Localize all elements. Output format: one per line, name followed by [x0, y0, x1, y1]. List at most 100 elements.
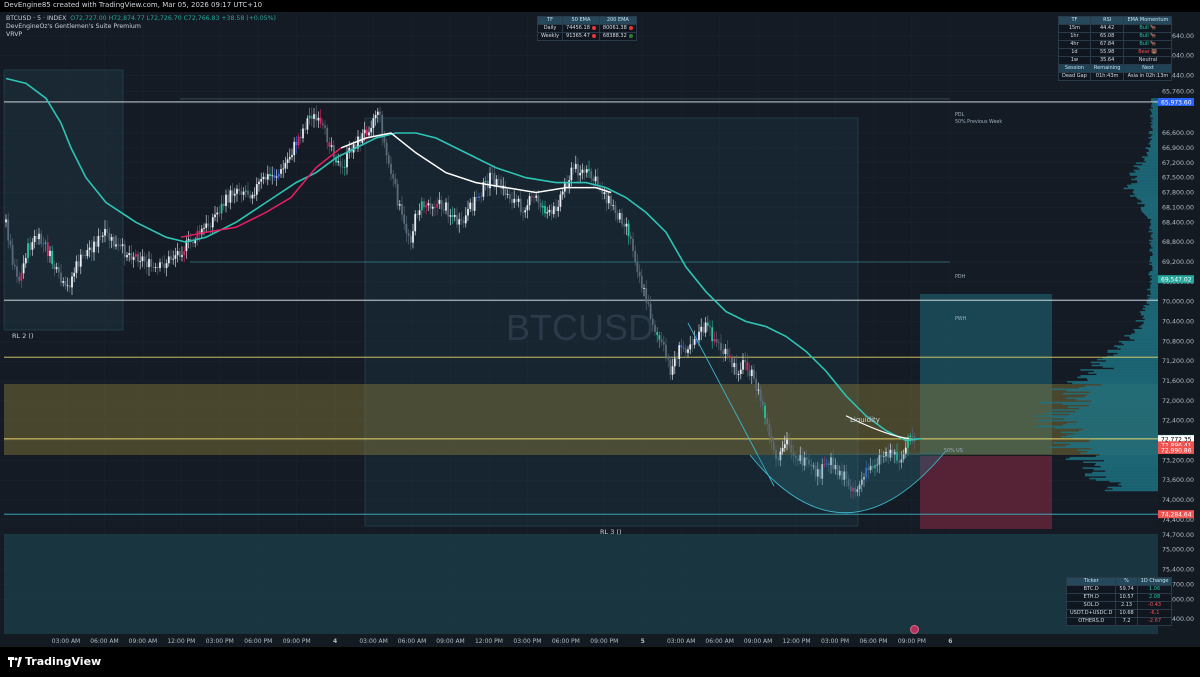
candle-body — [900, 459, 903, 463]
candle-body — [687, 349, 689, 353]
candle-body — [821, 464, 824, 479]
candle-body — [280, 169, 282, 174]
candle-body — [863, 477, 865, 480]
candle-body — [592, 178, 595, 182]
candle-body — [693, 339, 696, 345]
profile-bar — [1052, 388, 1158, 391]
candle-body — [698, 331, 700, 341]
candle-body — [297, 136, 300, 146]
candle-body — [264, 176, 267, 180]
profile-bar — [1137, 202, 1158, 205]
profile-bar — [1139, 168, 1158, 170]
profile-bar — [1149, 276, 1158, 279]
profile-bar — [1148, 272, 1158, 275]
profile-bar — [1147, 154, 1158, 157]
profile-bar — [1066, 397, 1158, 400]
candle-body — [346, 152, 348, 168]
candle-body — [27, 243, 29, 259]
candle-body — [898, 460, 901, 463]
profile-bar — [1152, 264, 1158, 267]
candle-body — [458, 219, 461, 225]
time-tick-label: 06:00 AM — [90, 638, 118, 645]
candle-body — [370, 127, 373, 133]
dom-row: OTHERS.D 7.2 -2.67 — [1065, 617, 1173, 626]
candle-body — [682, 347, 685, 349]
candle-body — [427, 203, 430, 206]
profile-bar — [1152, 238, 1158, 240]
vwap-tail-curve — [845, 415, 910, 440]
candle-body — [255, 184, 258, 195]
price-tick-label: 75,700.00 — [1162, 581, 1194, 588]
candle-body — [803, 457, 806, 466]
profile-bar — [1121, 485, 1158, 487]
profile-bar — [1148, 132, 1158, 135]
header-bar: DevEngine85 created with TradingView.com… — [0, 0, 1200, 12]
candle-body — [284, 162, 287, 169]
time-tick-label: 06:00 PM — [552, 638, 580, 645]
candle-body — [836, 464, 839, 476]
profile-bar — [1151, 104, 1158, 106]
symbol-label[interactable]: BTCUSD · 5 · INDEX — [6, 15, 67, 22]
candle-body — [326, 127, 329, 143]
candle-body — [170, 256, 172, 260]
candle-body — [187, 239, 190, 241]
candle-body — [414, 213, 417, 232]
candle-body — [97, 236, 100, 247]
candle-body — [33, 235, 36, 243]
candle-body — [623, 224, 626, 227]
rsi-header: EMA Momentum — [1123, 16, 1173, 25]
candle-body — [882, 456, 885, 458]
candle-body — [841, 470, 843, 480]
candle-body — [392, 173, 395, 179]
time-axis[interactable]: 03:00 AM 06:00 AM 09:00 AM 12:00 PM 03:00 PM… — [0, 634, 1200, 647]
candle-body — [643, 288, 645, 289]
candle-body — [478, 196, 480, 198]
ema200-cell: 68388.32 — [598, 32, 637, 41]
time-tick-label: 03:00 PM — [513, 638, 541, 645]
price-axis[interactable]: 64,640.0065,040.0065,440.0065,760.0066,0… — [1158, 12, 1200, 647]
candle-body — [420, 201, 423, 211]
candle-body — [588, 169, 590, 171]
price-chart[interactable]: BTCUSD RL 2 () RL 3 () Liquidity PDL 50%… — [0, 12, 1200, 647]
profile-bar — [1132, 192, 1158, 194]
candle-body — [286, 159, 289, 163]
candles — [5, 105, 916, 500]
candle-body — [471, 202, 474, 211]
candle-body — [704, 322, 707, 333]
profile-bar — [1142, 156, 1158, 158]
profile-bar — [1048, 446, 1158, 449]
profile-bar — [1145, 309, 1158, 312]
candle-body — [891, 449, 894, 455]
profile-bar — [1149, 257, 1158, 260]
profile-bar — [1070, 413, 1158, 416]
profile-bar — [1143, 323, 1158, 325]
candle-body — [880, 455, 883, 457]
time-tick-label: 06:00 AM — [705, 638, 733, 645]
candle-body — [577, 163, 579, 176]
ema-header: TF — [536, 16, 564, 25]
candle-body — [654, 324, 656, 332]
profile-bar — [1142, 317, 1158, 319]
indicator-2-label[interactable]: VRVP — [6, 31, 23, 38]
candle-body — [748, 370, 751, 377]
indicator-1-label[interactable]: DevEngineOz's Gentlemen's Suite Premium — [6, 23, 141, 30]
candle-body — [110, 236, 113, 241]
candle-body — [183, 251, 186, 256]
profile-bar — [1113, 367, 1158, 370]
time-tick-label: 09:00 PM — [590, 638, 618, 645]
clock-icon[interactable] — [910, 625, 919, 634]
candle-body — [99, 236, 102, 237]
profile-bar — [1152, 253, 1158, 255]
candle-body — [739, 369, 742, 375]
candle-body — [493, 173, 496, 188]
price-tag — [1158, 275, 1194, 284]
candle-body — [823, 463, 826, 465]
profile-bar — [1149, 220, 1158, 222]
candle-body — [865, 467, 868, 478]
profile-bar — [1152, 269, 1158, 272]
pdl-label: PDL — [955, 112, 965, 118]
profile-bar — [1150, 114, 1158, 117]
candle-body — [150, 259, 153, 267]
candle-body — [819, 469, 821, 479]
candle-body — [669, 359, 672, 375]
